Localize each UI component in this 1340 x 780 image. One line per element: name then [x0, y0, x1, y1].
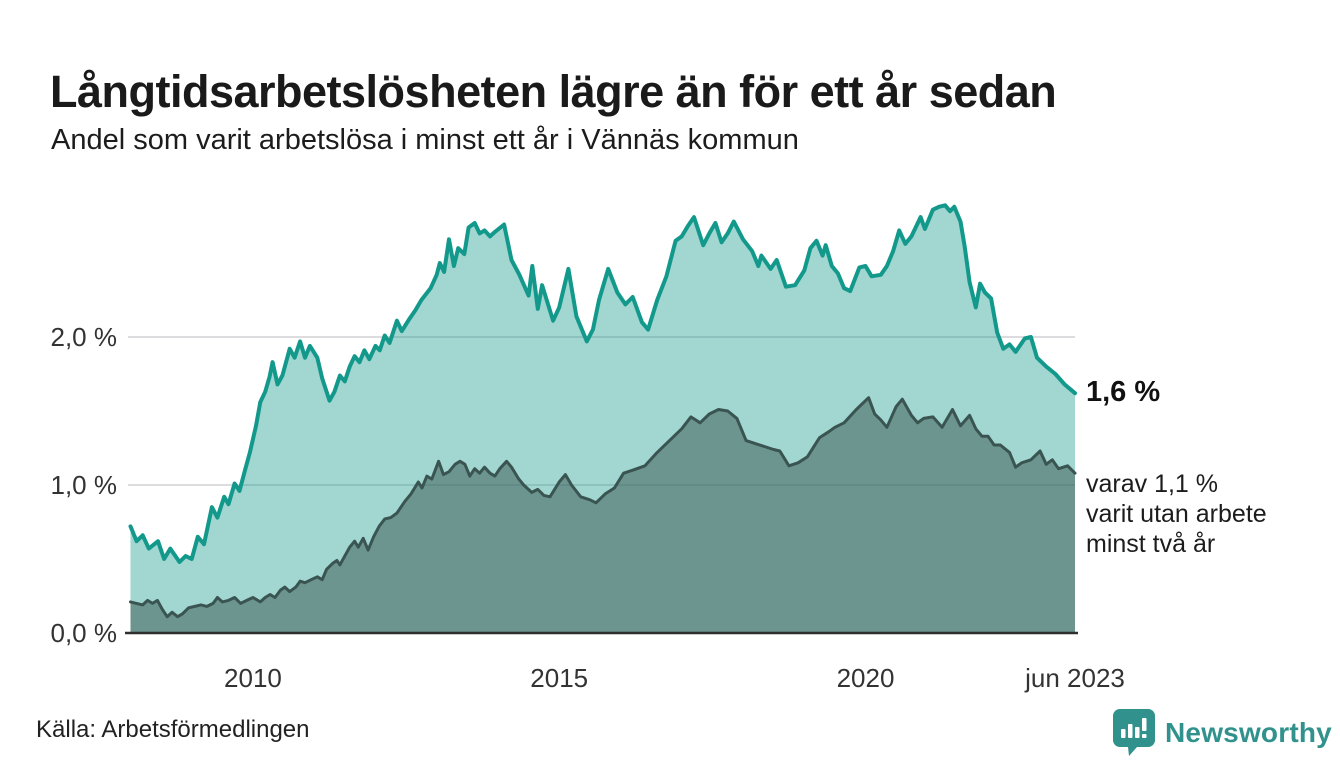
- latest-subvalue-note: varav 1,1 % varit utan arbete minst två …: [1086, 469, 1267, 559]
- page-title: Långtidsarbetslösheten lägre än för ett …: [50, 66, 1057, 118]
- y-tick-1pct: 1,0 %: [50, 470, 118, 500]
- source-attribution: Källa: Arbetsförmedlingen: [36, 716, 310, 743]
- page-subtitle: Andel som varit arbetslösa i minst ett å…: [51, 124, 799, 156]
- x-tick-2020: 2020: [836, 663, 895, 693]
- x-tick-2010: 2010: [224, 663, 282, 693]
- area-fill-unemployed-2plus-year: [130, 397, 1075, 633]
- note-line-3: minst två år: [1086, 530, 1216, 559]
- line-unemployed-2plus-year: [129, 396, 1077, 619]
- y-tick-0pct: 0,0 %: [50, 618, 118, 648]
- x-tick-jun-2023: jun 2023: [1025, 663, 1125, 693]
- y-tick-2pct: 2,0 %: [50, 322, 118, 352]
- note-line-2: varit utan arbete: [1086, 500, 1267, 529]
- latest-value-label: 1,6 %: [1086, 376, 1161, 409]
- newsworthy-logo-icon: [1113, 709, 1155, 756]
- line-unemployed-1plus-year: [128, 203, 1077, 564]
- newsworthy-wordmark: Newsworthy: [1165, 717, 1332, 748]
- note-line-1: varav 1,1 %: [1086, 470, 1219, 499]
- x-tick-2015: 2015: [530, 663, 589, 693]
- newsworthy-brand: Newsworthy: [1112, 708, 1332, 758]
